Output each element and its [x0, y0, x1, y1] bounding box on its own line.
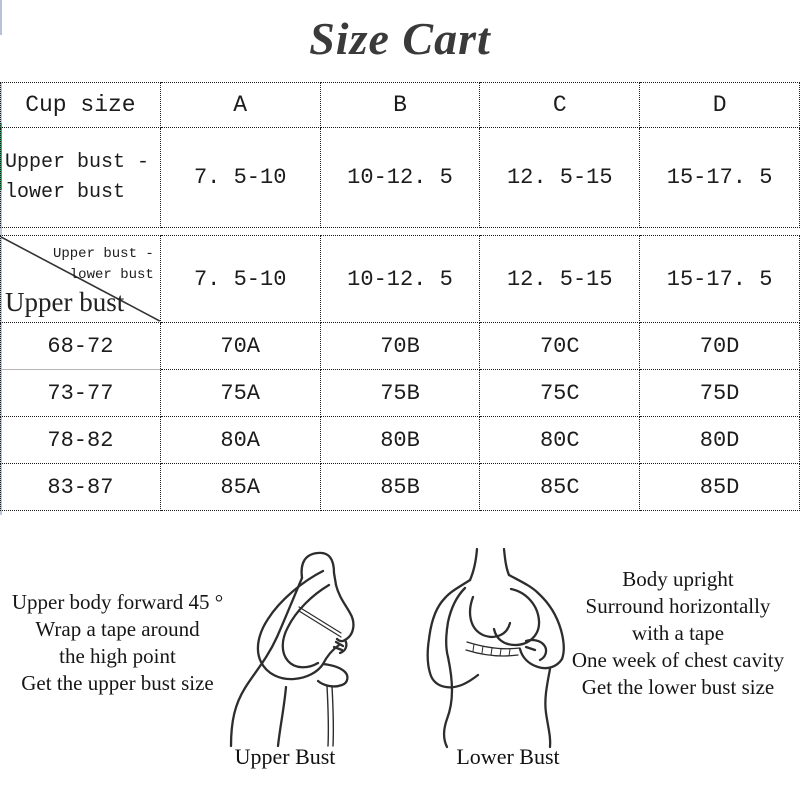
table-cell: 85C — [479, 463, 641, 511]
table-cell: 85D — [639, 463, 800, 511]
table-cell: 80A — [159, 416, 321, 464]
instruction-line: One week of chest cavity — [571, 648, 785, 672]
cup-header-c: C — [479, 82, 641, 128]
lower-bust-caption: Lower Bust — [456, 744, 560, 769]
table-cell: 70B — [319, 322, 481, 370]
instruction-line: Get the upper bust size — [21, 671, 214, 695]
bust-difference-label-line1: Upper bust - — [5, 150, 150, 174]
table-row: 73-77 75A 75B 75C 75D — [0, 369, 800, 417]
cup-header-a: A — [159, 82, 321, 128]
upper-bust-measuring-icon — [229, 551, 355, 748]
table-cell: 15-17. 5 — [639, 127, 800, 228]
left-edge-artifact-top — [0, 0, 2, 35]
table-cell: 80C — [479, 416, 641, 464]
diagonal-top-label: Upper bust - lower bust — [52, 246, 154, 283]
table-cell: 70A — [159, 322, 321, 370]
lower-bust-figure-illustration — [414, 543, 604, 749]
table-cell: 80B — [319, 416, 481, 464]
band-range-cell: 78-82 — [0, 416, 161, 464]
cup-header-d: D — [639, 82, 800, 128]
instruction-line: Body upright — [622, 567, 734, 591]
table-cell: 7. 5-10 — [159, 127, 321, 228]
instruction-line: with a tape — [631, 621, 725, 645]
lower-bust-measuring-icon — [426, 547, 565, 749]
cup-header-b: B — [319, 82, 481, 128]
table-cell: 75B — [319, 369, 481, 417]
instruction-line: Upper body forward 45 ° — [11, 590, 224, 614]
diagonal-header-cell: Upper bust - lower bust Upper bust — [0, 235, 161, 323]
table-cell: 12. 5-15 — [479, 127, 641, 228]
table-row: 83-87 85A 85B 85C 85D — [0, 463, 800, 511]
table-cell: 85A — [159, 463, 321, 511]
instruction-line: the high point — [59, 644, 176, 668]
table-cell: 70C — [479, 322, 641, 370]
table-cell: 75C — [479, 369, 641, 417]
instruction-line: Surround horizontally — [585, 594, 771, 618]
cup-difference-table: Cup size A B C D Upper bust - lower bust… — [0, 82, 800, 228]
instruction-line: Get the lower bust size — [581, 675, 775, 699]
bust-difference-row: Upper bust - lower bust 7. 5-10 10-12. 5… — [0, 127, 800, 228]
table-cell: 70D — [639, 322, 800, 370]
upper-bust-figure-illustration — [226, 543, 412, 749]
table-cell: 12. 5-15 — [479, 235, 641, 323]
upper-bust-instructions: Upper body forward 45 ° Wrap a tape arou… — [0, 589, 235, 697]
cup-header-row: Cup size A B C D — [0, 82, 800, 128]
table-cell: 10-12. 5 — [319, 235, 481, 323]
bust-difference-label-cell: Upper bust - lower bust — [0, 127, 161, 228]
table-row: 78-82 80A 80B 80C 80D — [0, 416, 800, 464]
page-title: Size Cart — [309, 13, 491, 64]
lower-bust-instructions: Body upright Surround horizontally with … — [556, 566, 800, 701]
band-range-cell: 68-72 — [0, 322, 161, 370]
diagonal-header-row: Upper bust - lower bust Upper bust 7. 5-… — [0, 235, 800, 323]
band-range-cell: 73-77 — [0, 369, 161, 417]
table-row: 68-72 70A 70B 70C 70D — [0, 322, 800, 370]
table-cell: 7. 5-10 — [159, 235, 321, 323]
diagonal-line — [1, 236, 160, 322]
cup-size-header-cell: Cup size — [0, 82, 161, 128]
table-cell: 85B — [319, 463, 481, 511]
table-cell: 10-12. 5 — [319, 127, 481, 228]
table-cell: 75D — [639, 369, 800, 417]
table-cell: 80D — [639, 416, 800, 464]
diagonal-bottom-label: Upper bust — [5, 287, 125, 317]
band-range-cell: 83-87 — [0, 463, 161, 511]
table-cell: 15-17. 5 — [639, 235, 800, 323]
bust-difference-label-line2: lower bust — [5, 180, 126, 204]
instruction-line: Wrap a tape around — [35, 617, 200, 641]
table-cell: 75A — [159, 369, 321, 417]
upper-bust-caption: Upper Bust — [234, 744, 336, 769]
band-size-table: Upper bust - lower bust Upper bust 7. 5-… — [0, 235, 800, 511]
